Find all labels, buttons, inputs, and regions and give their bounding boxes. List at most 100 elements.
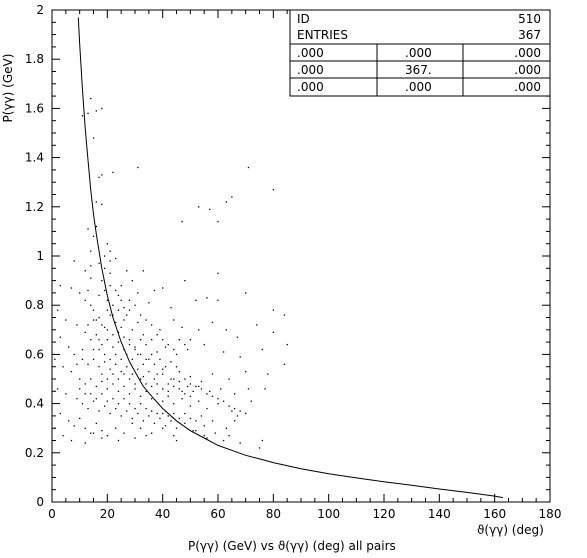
data-point — [128, 403, 131, 405]
data-point — [106, 388, 109, 390]
data-point — [115, 407, 117, 410]
data-point — [112, 383, 114, 385]
data-point — [173, 403, 175, 405]
data-point — [76, 324, 78, 326]
data-point — [220, 388, 222, 390]
data-point — [162, 412, 164, 415]
data-point — [245, 371, 247, 373]
data-point — [145, 343, 147, 346]
data-point — [162, 368, 164, 370]
data-point — [206, 407, 208, 410]
data-point — [258, 447, 261, 449]
data-point — [283, 363, 286, 365]
data-point — [70, 371, 73, 373]
data-point — [120, 299, 122, 301]
data-point — [137, 412, 139, 415]
data-point — [137, 321, 139, 324]
data-point — [101, 393, 103, 395]
data-point — [84, 331, 86, 333]
data-point — [95, 385, 97, 388]
y-tick-label: 0.2 — [25, 446, 44, 460]
data-point — [98, 294, 100, 297]
data-point — [123, 307, 125, 309]
data-point — [173, 412, 175, 415]
data-point — [217, 398, 219, 400]
data-point — [101, 380, 103, 383]
data-point — [153, 363, 156, 365]
data-point — [236, 415, 239, 417]
data-point — [137, 368, 139, 370]
data-point — [234, 407, 236, 410]
data-point — [139, 314, 142, 316]
data-point — [106, 309, 109, 311]
data-point — [239, 442, 241, 444]
data-point — [139, 427, 142, 429]
y-tick-label: 0.4 — [25, 397, 44, 411]
data-point — [101, 343, 103, 346]
data-point — [170, 420, 172, 422]
data-point — [151, 324, 153, 326]
data-point — [120, 326, 122, 329]
data-point — [92, 400, 95, 402]
data-point — [90, 339, 92, 341]
data-point — [65, 319, 67, 321]
data-point — [131, 373, 133, 375]
data-point — [239, 356, 241, 358]
data-point — [109, 250, 111, 252]
data-point — [286, 343, 288, 346]
data-point — [142, 363, 144, 365]
data-point — [103, 267, 106, 269]
data-point — [106, 243, 109, 245]
data-point — [134, 383, 136, 385]
data-point — [170, 307, 172, 309]
data-point — [54, 427, 56, 429]
data-point — [209, 208, 211, 210]
data-point — [162, 339, 164, 341]
data-point — [184, 343, 186, 346]
data-point — [106, 434, 109, 437]
stats-box: ID 510 ENTRIES 367 .000 .000 .000 .000 3… — [289, 9, 551, 97]
data-point — [115, 321, 117, 324]
data-point — [101, 107, 103, 110]
data-point — [101, 280, 103, 282]
x-tick-label: 0 — [48, 507, 56, 521]
data-point — [103, 405, 106, 407]
data-point — [106, 329, 109, 331]
data-point — [131, 329, 133, 331]
data-point — [59, 412, 61, 415]
data-point — [87, 324, 89, 326]
data-point — [217, 220, 219, 223]
data-point — [164, 346, 167, 348]
data-point — [151, 385, 153, 388]
data-point — [109, 358, 111, 361]
data-point — [151, 353, 153, 356]
data-point — [79, 417, 81, 420]
data-point — [264, 388, 266, 390]
data-point — [195, 385, 197, 388]
stats-cell: .000 — [405, 46, 432, 60]
x-tick-label: 100 — [317, 507, 340, 521]
data-point — [148, 371, 150, 373]
data-point — [126, 410, 128, 412]
data-point — [134, 388, 136, 390]
data-point — [115, 353, 117, 356]
data-point — [148, 358, 150, 361]
data-point — [206, 297, 208, 299]
y-tick-label: 2 — [36, 3, 44, 17]
y-axis-title: P(γγ) (GeV) — [1, 54, 15, 123]
data-point — [123, 373, 125, 375]
data-point — [112, 334, 114, 336]
data-point — [79, 378, 81, 380]
data-point — [272, 309, 275, 311]
data-point — [156, 412, 158, 415]
data-point — [134, 348, 136, 351]
data-point — [184, 412, 186, 415]
data-point — [209, 390, 211, 392]
data-point — [87, 363, 89, 365]
data-point — [167, 383, 169, 385]
data-point — [184, 378, 186, 380]
data-point — [128, 309, 131, 311]
data-point — [156, 393, 158, 395]
data-point — [272, 331, 275, 333]
data-point — [65, 393, 67, 395]
